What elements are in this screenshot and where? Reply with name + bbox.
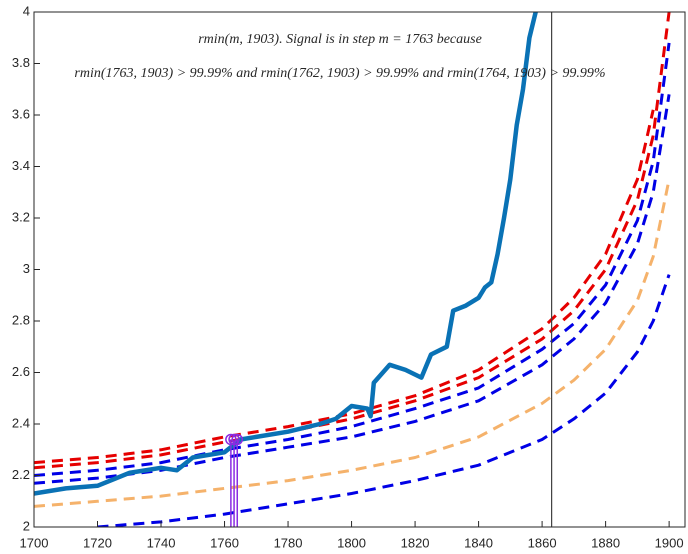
y-tick-label: 4 [23, 3, 30, 18]
y-tick-label: 2.6 [12, 364, 30, 379]
annotation: rmin(m, 1903). Signal is in step m = 176… [198, 32, 482, 47]
x-tick-label: 1860 [528, 535, 557, 550]
x-tick-label: 1760 [210, 535, 239, 550]
x-tick-label: 1840 [464, 535, 493, 550]
dashed-line [34, 179, 671, 508]
x-tick-label: 1800 [337, 535, 366, 550]
y-tick-label: 2.2 [12, 467, 30, 482]
x-tick-label: 1900 [655, 535, 684, 550]
marker [228, 433, 240, 446]
x-tick-label: 1720 [83, 535, 112, 550]
x-tick-label: 1740 [147, 535, 176, 550]
y-tick-label: 2.8 [12, 312, 30, 327]
y-tick-label: 2 [23, 518, 30, 533]
y-tick-label: 3.8 [12, 55, 30, 70]
x-tick-label: 1880 [591, 535, 620, 550]
annotation: rmin(1763, 1903) > 99.99% and rmin(1762,… [74, 66, 605, 81]
dashed-line [34, 42, 671, 477]
y-tick-label: 3 [23, 261, 30, 276]
dashed-line [34, 94, 671, 485]
x-tick-label: 1820 [401, 535, 430, 550]
axes-frame [33, 11, 686, 528]
y-tick-label: 3.6 [12, 106, 30, 121]
plot-area [34, 12, 685, 527]
y-tick-label: 3.4 [12, 158, 30, 173]
x-tick-label: 1780 [274, 535, 303, 550]
dashed-line [34, 12, 671, 470]
dashed-line [34, 109, 655, 465]
marker [225, 433, 237, 446]
marker [231, 433, 243, 446]
y-tick-label: 3.2 [12, 209, 30, 224]
dashed-line [97, 274, 671, 527]
y-tick-label: 2.4 [12, 415, 30, 430]
x-tick-label: 1700 [20, 535, 49, 550]
signal-line [34, 12, 538, 496]
plot [34, 12, 671, 527]
